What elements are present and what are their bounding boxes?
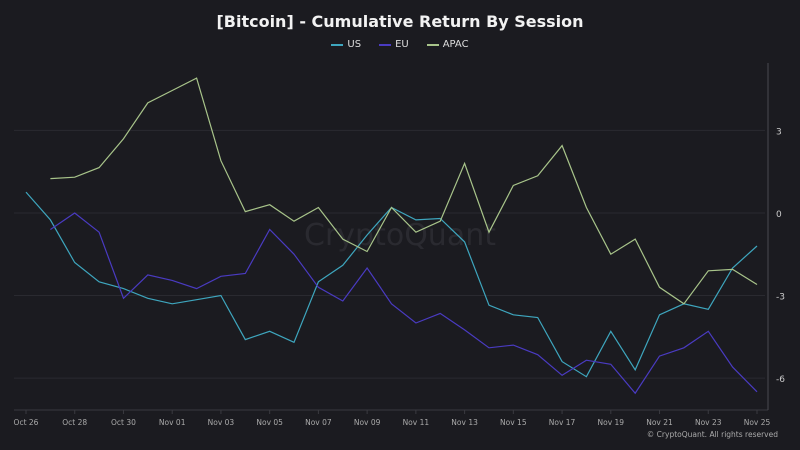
y-tick-label: -6 [776, 375, 785, 385]
x-tick-label: Oct 28 [62, 418, 87, 427]
x-tick-label: Nov 11 [403, 418, 430, 427]
legend-swatch-us [331, 43, 344, 46]
x-tick-label: Oct 26 [14, 418, 39, 427]
series-line-eu [50, 212, 758, 395]
x-tick-label: Nov 05 [256, 418, 283, 427]
x-tick-label: Nov 19 [598, 418, 625, 427]
x-tick-label: Nov 15 [500, 418, 527, 427]
legend-item-apac[interactable]: APAC [426, 39, 469, 50]
legend-swatch-eu [379, 43, 392, 46]
y-tick-label: 0 [776, 210, 782, 220]
x-tick-label: Nov 23 [695, 418, 722, 427]
legend-item-us[interactable]: US [331, 39, 361, 50]
legend: US EU APAC [0, 39, 800, 50]
x-tick-label: Nov 13 [451, 418, 478, 427]
x-tick-label: Nov 03 [208, 418, 235, 427]
chart-title: [Bitcoin] - Cumulative Return By Session [216, 12, 584, 31]
legend-label-eu: EU [395, 39, 409, 50]
x-tick-label: Nov 25 [744, 418, 771, 427]
watermark: CryptoQuant [304, 218, 496, 253]
series-line-apac [50, 77, 758, 305]
y-tick-label: -3 [776, 293, 785, 303]
x-tick-label: Nov 21 [646, 418, 673, 427]
x-tick-label: Nov 07 [305, 418, 332, 427]
legend-item-eu[interactable]: EU [379, 39, 409, 50]
legend-label-apac: APAC [442, 39, 469, 50]
copyright-footer: © CryptoQuant. All rights reserved [646, 430, 778, 439]
y-tick-label: 3 [776, 127, 782, 137]
x-tick-label: Nov 09 [354, 418, 381, 427]
legend-swatch-apac [426, 43, 439, 46]
legend-label-us: US [347, 39, 362, 50]
x-tick-label: Nov 17 [549, 418, 576, 427]
x-tick-label: Oct 30 [111, 418, 136, 427]
x-tick-label: Nov 01 [159, 418, 186, 427]
